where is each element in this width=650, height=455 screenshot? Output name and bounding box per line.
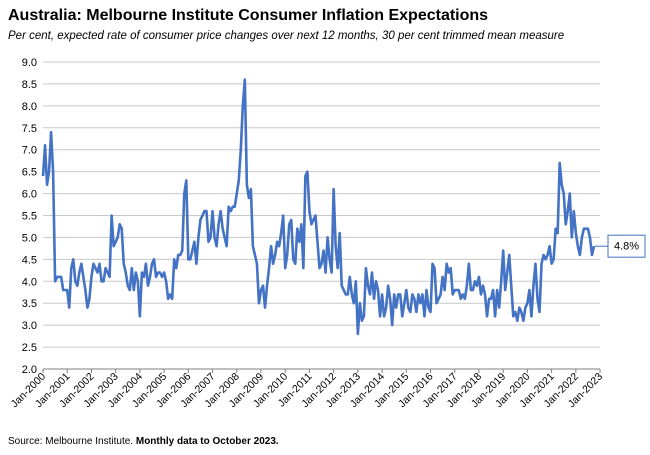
series-line bbox=[41, 78, 596, 336]
y-tick-label: 5.5 bbox=[22, 211, 37, 223]
callout-label: 4.8% bbox=[614, 241, 639, 253]
y-tick-label: 6.0 bbox=[22, 189, 37, 201]
y-tick-label: 4.5 bbox=[22, 254, 37, 266]
source-label: Source: Melbourne Institute. bbox=[8, 436, 134, 447]
y-tick-label: 8.5 bbox=[22, 79, 37, 91]
chart-subtitle: Per cent, expected rate of consumer pric… bbox=[8, 30, 565, 42]
y-tick-label: 2.5 bbox=[22, 342, 37, 354]
latest-value-callout: 4.8% bbox=[595, 234, 646, 258]
y-tick-label: 3.5 bbox=[22, 298, 37, 310]
x-axis-tick-labels: Jan-2000Jan-2001Jan-2002Jan-2003Jan-2004… bbox=[9, 371, 606, 411]
gridlines bbox=[42, 61, 601, 373]
y-tick-label: 5.0 bbox=[22, 232, 37, 244]
callout-box bbox=[607, 234, 646, 258]
source-note: Source: Melbourne Institute. Monthly dat… bbox=[8, 436, 279, 447]
chart-title: Australia: Melbourne Institute Consumer … bbox=[8, 7, 489, 24]
y-tick-label: 7.0 bbox=[22, 145, 37, 157]
y-tick-label: 2.0 bbox=[22, 364, 37, 376]
y-tick-label: 9.0 bbox=[22, 57, 37, 69]
y-tick-label: 6.5 bbox=[22, 167, 37, 179]
y-tick-label: 3.0 bbox=[22, 320, 37, 332]
y-axis-tick-labels: 2.0 2.5 3.0 3.5 4.0 4.5 5.0 5.5 6.0 6.5 7.0 7.5 8.0 8… bbox=[22, 57, 37, 376]
y-tick-label: 4.0 bbox=[22, 276, 37, 288]
y-tick-label: 7.5 bbox=[22, 123, 37, 135]
y-tick-label: 8.0 bbox=[22, 101, 37, 113]
series-layer bbox=[41, 78, 596, 336]
source-data-note: Monthly data to October 2023. bbox=[135, 436, 279, 447]
